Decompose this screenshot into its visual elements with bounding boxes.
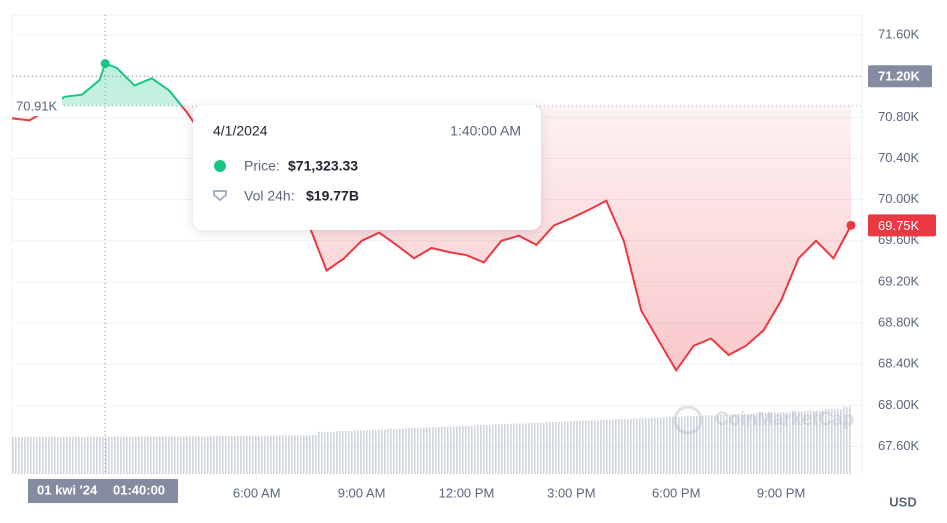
volume-bar <box>335 431 353 474</box>
volume-bar <box>475 425 493 474</box>
last-price-label: 69.75K <box>878 218 920 233</box>
overlay: CoinMarketCap 4/1/2024 1:40:00 AM Price:… <box>193 105 854 435</box>
volume-bar <box>440 426 458 474</box>
last-point <box>846 220 856 230</box>
area-up <box>52 63 182 107</box>
volume-bar <box>615 419 633 474</box>
volume-bar <box>510 423 528 474</box>
volume-bar <box>282 435 301 474</box>
volume-bar <box>824 409 843 474</box>
volume-bar <box>842 406 851 474</box>
volume-bar <box>405 428 423 474</box>
volume-bar <box>545 422 563 474</box>
crosshair-x-box <box>28 479 178 503</box>
volume-bar <box>422 427 441 474</box>
volume-bar <box>55 436 74 474</box>
volume-bar <box>195 436 214 474</box>
tooltip: 4/1/2024 1:40:00 AM Price: $71,323.33 Vo… <box>193 105 541 230</box>
volume-bar <box>230 435 248 474</box>
volume-bar <box>370 429 388 474</box>
open-price-label: 70.91K <box>16 98 58 113</box>
open-price-box <box>12 96 62 117</box>
tooltip-volume-label: Vol 24h: <box>244 188 295 204</box>
volume-bar <box>352 430 371 474</box>
y-tick-label: 67.60K <box>878 438 920 453</box>
volume-bar <box>265 435 283 474</box>
volume-bar <box>90 436 103 474</box>
price-icon <box>214 160 226 172</box>
y-tick-label: 69.20K <box>878 273 920 288</box>
y-tick-label: 70.80K <box>878 109 920 124</box>
watermark-text: CoinMarketCap <box>715 409 854 430</box>
volume-bar <box>102 436 112 474</box>
watermark: CoinMarketCap <box>673 405 854 435</box>
volume-bar <box>632 418 650 474</box>
volume-bar <box>12 437 21 474</box>
volume-bar <box>38 436 56 474</box>
crosshair-y-box <box>868 65 932 88</box>
volume-bar <box>387 428 406 474</box>
volume-bar <box>562 421 581 474</box>
volume-bar <box>754 412 773 474</box>
volume-bar <box>300 435 318 474</box>
volume-bar <box>20 437 39 474</box>
volume-bar <box>160 436 179 474</box>
volume-bar <box>807 410 825 474</box>
last-price-box <box>868 214 936 237</box>
volume-bar <box>73 436 91 474</box>
y-tick-label: 70.00K <box>878 191 920 206</box>
x-tick-label: 9:00 AM <box>338 485 386 500</box>
volume-bar <box>772 412 790 474</box>
tooltip-volume: $19.77B <box>306 188 359 204</box>
plot-area: 67.60K68.00K68.40K68.80K69.20K69.60K70.0… <box>11 14 936 509</box>
crosshair-x-time: 01:40:00 <box>113 482 165 497</box>
volume-bar <box>684 415 703 474</box>
volume-bar <box>143 436 161 474</box>
y-tick-label: 68.40K <box>878 356 920 371</box>
volume-bar <box>580 420 598 474</box>
price-line-down <box>11 106 852 373</box>
volume-bar <box>667 416 685 474</box>
volume-bar <box>111 436 126 474</box>
crosshair-x-date: 01 kwi '24 <box>37 482 98 497</box>
volume-bar <box>649 417 668 474</box>
tooltip-price: $71,323.33 <box>288 158 358 174</box>
volume-bar <box>317 431 336 474</box>
x-tick-label: 12:00 PM <box>439 485 495 500</box>
volume-bar <box>247 435 266 474</box>
volume-bar <box>789 411 808 474</box>
crosshair-y-label: 71.20K <box>878 69 921 84</box>
x-tick-label: 3:00 PM <box>547 485 595 500</box>
volume-bar <box>737 413 755 474</box>
volume-bar <box>213 436 231 474</box>
area-down <box>12 106 851 371</box>
volume-bar <box>719 414 738 474</box>
tooltip-price-label: Price: <box>244 158 280 174</box>
volume-bar <box>178 436 196 474</box>
tooltip-date: 4/1/2024 <box>213 123 268 139</box>
y-tick-label: 68.00K <box>878 397 920 412</box>
x-tick-label: 6:00 PM <box>652 485 700 500</box>
volume-bar <box>125 436 144 474</box>
y-tick-label: 70.40K <box>878 150 920 165</box>
tooltip-time: 1:40:00 AM <box>450 123 521 139</box>
x-tick-label: 6:00 AM <box>233 485 281 500</box>
volume-bar <box>597 419 616 474</box>
volume-bar <box>492 424 511 474</box>
y-tick-label: 71.60K <box>878 26 920 41</box>
price-line-up <box>50 62 184 107</box>
tooltip-box <box>193 105 541 230</box>
currency-label: USD <box>889 494 916 509</box>
volume-bar <box>527 422 546 474</box>
volume-bar <box>457 425 476 474</box>
x-tick-label: 9:00 PM <box>757 485 805 500</box>
y-tick-label: 68.80K <box>878 315 920 330</box>
volume-bar <box>702 415 720 474</box>
volume-icon <box>213 190 227 202</box>
